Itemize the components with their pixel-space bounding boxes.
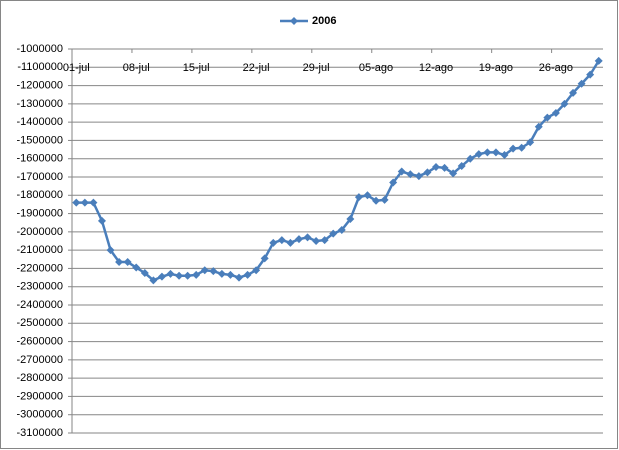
data-point: [80, 198, 89, 207]
data-point: [380, 195, 389, 204]
y-tick-label: -1900000: [17, 207, 64, 219]
y-tick-label: -2400000: [17, 299, 64, 311]
data-point: [449, 169, 458, 178]
y-tick-label: -2000000: [17, 226, 64, 238]
y-tick-label: -3000000: [17, 409, 64, 421]
data-point: [277, 236, 286, 245]
data-point: [397, 167, 406, 176]
x-tick-label: 08-jul: [123, 62, 150, 74]
data-point: [200, 266, 209, 275]
data-point: [474, 150, 483, 159]
y-tick-label: -2800000: [17, 372, 64, 384]
data-point: [140, 269, 149, 277]
data-point: [372, 196, 381, 205]
data-point: [457, 162, 466, 171]
data-point: [543, 113, 552, 122]
y-tick-label: -1200000: [17, 79, 64, 91]
data-point: [226, 270, 235, 279]
data-point: [312, 237, 321, 245]
x-tick-label: 29-jul: [303, 62, 330, 74]
data-point: [500, 151, 509, 160]
data-point: [106, 246, 115, 255]
data-point: [243, 270, 252, 279]
data-point: [260, 254, 269, 263]
x-tick-label: 12-ago: [419, 62, 453, 74]
data-point: [440, 163, 449, 172]
data-point: [72, 198, 81, 207]
data-point: [551, 109, 560, 117]
data-point: [560, 99, 569, 108]
data-point: [192, 270, 201, 279]
y-tick-label: -1100000: [17, 61, 63, 73]
data-point: [389, 178, 398, 187]
data-point: [354, 193, 363, 202]
data-point: [115, 258, 124, 267]
y-tick-label: -2200000: [17, 262, 64, 274]
data-point: [269, 238, 278, 247]
data-point: [303, 233, 312, 242]
data-point: [294, 235, 303, 244]
data-point: [337, 226, 346, 235]
data-point: [123, 258, 132, 267]
data-point: [483, 148, 492, 157]
y-tick-label: -1500000: [17, 134, 64, 146]
y-tick-label: -2900000: [17, 390, 64, 402]
data-point: [329, 229, 338, 238]
data-point: [217, 269, 226, 278]
data-point: [586, 70, 595, 79]
data-point: [517, 143, 526, 152]
data-point: [175, 271, 184, 280]
x-tick-label: 22-jul: [243, 62, 270, 74]
data-point: [157, 272, 166, 281]
y-tick-label: -2700000: [17, 354, 64, 366]
data-point: [569, 88, 578, 97]
y-tick-label: -2100000: [17, 244, 64, 256]
data-point: [209, 267, 218, 276]
y-tick-label: -2500000: [17, 317, 64, 329]
x-tick-label: 05-ago: [359, 62, 393, 74]
data-point: [166, 269, 175, 278]
legend-marker: [290, 17, 298, 25]
x-tick-label: 26-ago: [539, 62, 573, 74]
data-point: [577, 79, 586, 88]
data-point: [406, 170, 415, 179]
y-tick-label: -3100000: [17, 427, 64, 439]
y-tick-label: -1700000: [17, 171, 64, 183]
data-point: [320, 236, 329, 245]
data-point: [526, 138, 535, 147]
data-point: [183, 271, 192, 280]
x-tick-label: 01-jul: [63, 62, 90, 74]
data-point: [97, 216, 106, 225]
x-tick-label: 15-jul: [183, 62, 210, 74]
data-point: [431, 162, 440, 171]
data-point: [423, 168, 432, 177]
data-point: [89, 198, 98, 207]
y-tick-label: -1400000: [17, 116, 64, 128]
data-point: [363, 191, 372, 200]
data-point: [414, 172, 423, 181]
data-point: [346, 215, 355, 224]
y-tick-label: -1600000: [17, 153, 64, 165]
y-tick-label: -2600000: [17, 335, 64, 347]
legend-label: 2006: [312, 15, 336, 27]
data-point: [235, 273, 244, 282]
data-point: [252, 266, 261, 275]
y-tick-label: -1800000: [17, 189, 64, 201]
y-tick-label: -2300000: [17, 281, 64, 293]
data-point: [149, 276, 158, 285]
data-point: [491, 148, 500, 157]
data-point: [534, 122, 543, 131]
y-tick-label: -1300000: [17, 98, 64, 110]
x-tick-label: 19-ago: [479, 62, 513, 74]
data-point: [466, 154, 475, 163]
data-point: [594, 56, 603, 65]
data-point: [286, 238, 295, 247]
data-point: [132, 263, 141, 272]
y-tick-label: -1000000: [17, 43, 64, 55]
data-point: [509, 144, 518, 153]
